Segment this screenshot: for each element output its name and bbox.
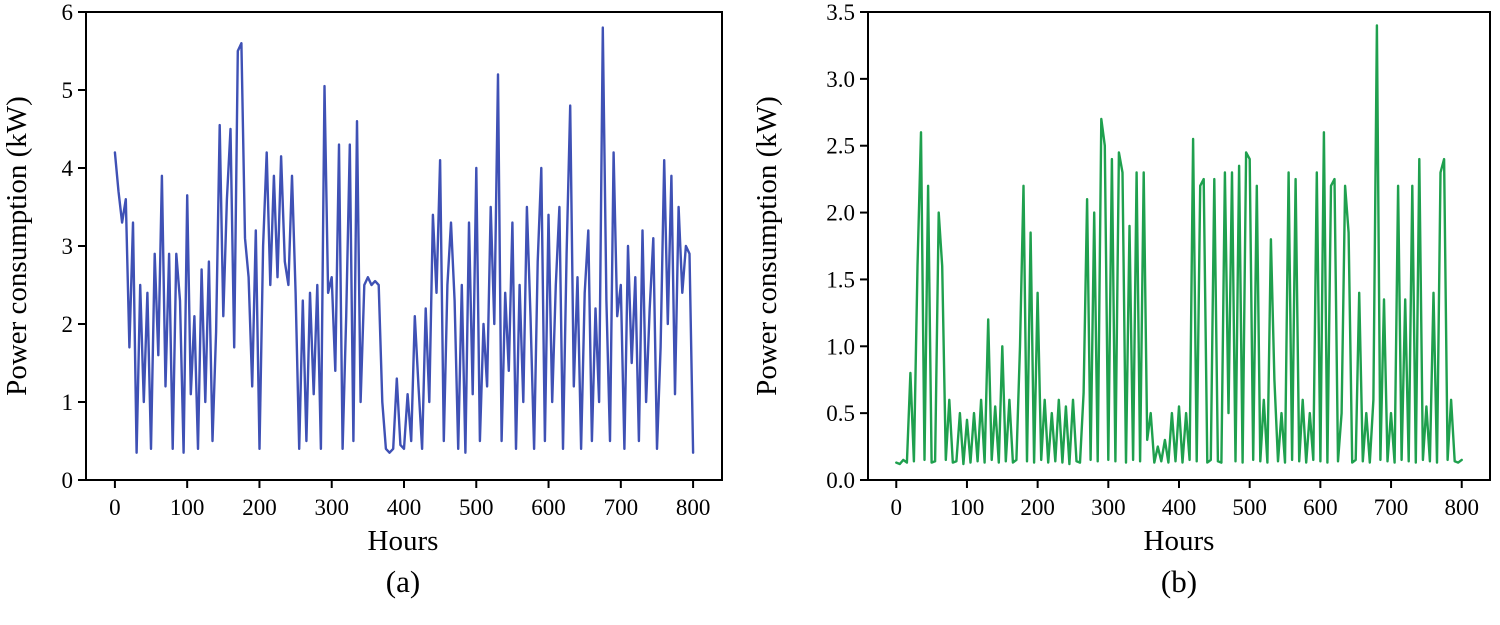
- line-chart-b: 0 100 200 300 400 500 600 700 800 0.0 0.5 1.0 1.5 2.0…: [751, 0, 1491, 557]
- plot-area-b: 0 100 200 300 400 500 600 700 800 0.0 0.5 1.0 1.5 2.0…: [826, 0, 1491, 520]
- x-tick-label: 300: [314, 495, 349, 520]
- chart-panel-a: 0 100 200 300 400 500 600 700 800 0 1 2 3 4 5 6 Hours P…: [0, 0, 750, 600]
- x-tick-label: 200: [1020, 495, 1055, 520]
- chart-panel-b: 0 100 200 300 400 500 600 700 800 0.0 0.5 1.0 1.5 2.0…: [750, 0, 1500, 600]
- caption-a: (a): [385, 564, 421, 599]
- caption-b: (b): [1160, 564, 1198, 599]
- x-tick-label: 400: [1162, 495, 1197, 520]
- figure: 0 100 200 300 400 500 600 700 800 0 1 2 3 4 5 6 Hours P…: [0, 0, 1500, 600]
- data-line: [895, 24, 1463, 466]
- y-tick-label: 4: [62, 156, 74, 181]
- y-tick-label: 0.0: [826, 468, 855, 493]
- x-tick-label: 600: [531, 495, 566, 520]
- x-tick-label: 0: [891, 495, 903, 520]
- x-tick-label: 300: [1091, 495, 1126, 520]
- x-axis-label: Hours: [368, 525, 439, 557]
- x-tick-label: 100: [170, 495, 205, 520]
- x-tick-label: 700: [1374, 495, 1409, 520]
- x-tick-label: 0: [109, 495, 121, 520]
- x-tick-label: 100: [950, 495, 985, 520]
- y-tick-label: 1.0: [826, 334, 855, 359]
- y-tick-label: 3: [62, 234, 74, 259]
- y-tick-label: 6: [62, 0, 74, 25]
- x-tick-label: 800: [676, 495, 711, 520]
- y-tick-label: 1: [62, 390, 74, 415]
- y-tick-label: 3.0: [826, 67, 855, 92]
- y-tick-label: 5: [62, 78, 74, 103]
- y-tick-label: 0: [62, 468, 74, 493]
- y-tick-label: 3.5: [826, 0, 855, 25]
- x-axis-label: Hours: [1144, 525, 1215, 557]
- y-tick-label: 2.5: [826, 134, 855, 159]
- y-tick-label: 2.0: [826, 201, 855, 226]
- plot-area-a: 0 100 200 300 400 500 600 700 800 0 1 2 3 4 5 6: [62, 0, 723, 520]
- x-tick-label: 600: [1303, 495, 1338, 520]
- x-tick-label: 200: [242, 495, 277, 520]
- x-tick-label: 500: [459, 495, 494, 520]
- y-tick-label: 0.5: [826, 401, 855, 426]
- y-axis-label: Power consumption (kW): [1, 96, 33, 396]
- x-tick-label: 400: [387, 495, 422, 520]
- x-tick-label: 500: [1232, 495, 1267, 520]
- y-tick-label: 2: [62, 312, 74, 337]
- x-tick-label: 800: [1444, 495, 1479, 520]
- data-line: [113, 26, 695, 454]
- x-tick-label: 700: [604, 495, 639, 520]
- y-axis-label: Power consumption (kW): [751, 96, 783, 396]
- line-chart-a: 0 100 200 300 400 500 600 700 800 0 1 2 3 4 5 6 Hours P…: [1, 0, 723, 557]
- y-tick-label: 1.5: [826, 267, 855, 292]
